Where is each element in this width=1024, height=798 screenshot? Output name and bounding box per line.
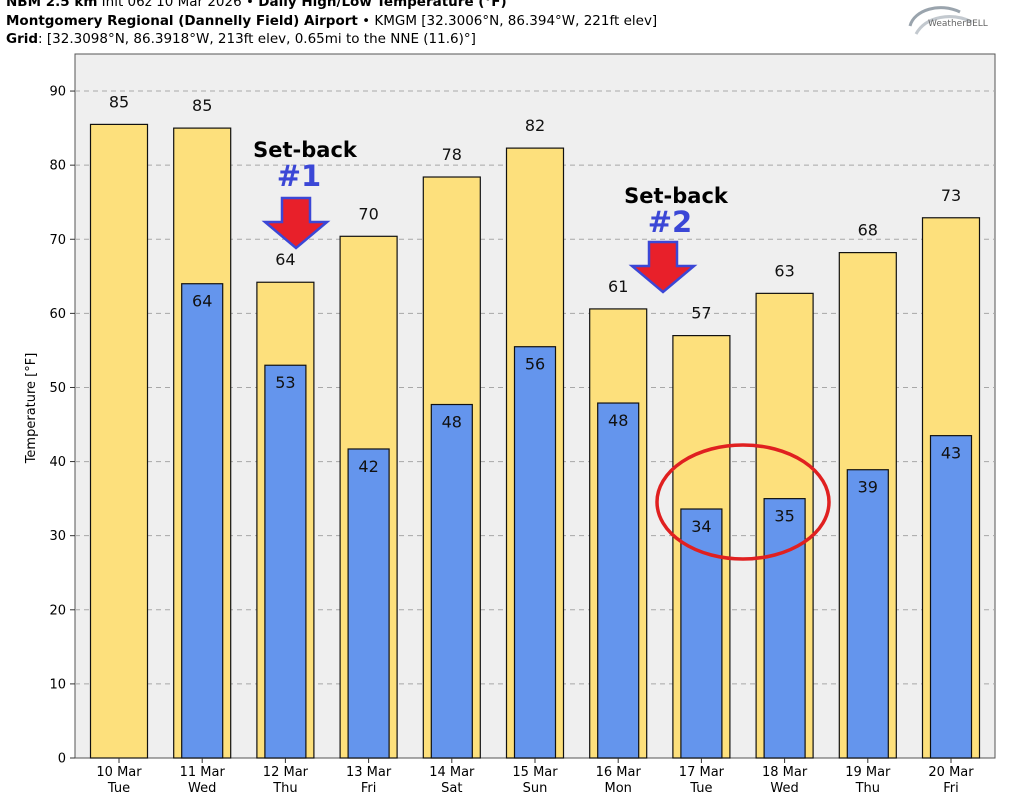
x-tick-day: Sat bbox=[441, 781, 462, 796]
setback-label: Set-back bbox=[253, 138, 358, 162]
x-tick-date: 17 Mar bbox=[679, 765, 725, 780]
low-value-label: 43 bbox=[941, 444, 961, 463]
x-tick-date: 20 Mar bbox=[928, 765, 974, 780]
x-tick-day: Thu bbox=[272, 781, 297, 796]
high-value-label: 85 bbox=[192, 96, 212, 115]
low-value-label: 56 bbox=[525, 355, 545, 374]
high-value-label: 63 bbox=[774, 261, 794, 280]
low-bar bbox=[929, 435, 973, 759]
x-tick-date: 12 Mar bbox=[263, 765, 309, 780]
x-tick-day: Sun bbox=[523, 781, 548, 796]
high-bar bbox=[89, 123, 149, 759]
low-bar bbox=[846, 469, 889, 759]
high-value-label: 68 bbox=[858, 221, 878, 240]
x-tick-date: 10 Mar bbox=[96, 765, 142, 780]
highlight-circle bbox=[655, 443, 831, 561]
low-value-label: 39 bbox=[858, 478, 878, 497]
station-detail: • KMGM [32.3006°N, 86.394°W, 221ft elev] bbox=[357, 13, 658, 29]
high-value-label: 82 bbox=[525, 116, 545, 135]
x-tick-day: Tue bbox=[107, 781, 130, 796]
red-down-arrow bbox=[261, 196, 331, 250]
y-tick-label: 20 bbox=[49, 603, 66, 618]
station-name: Montgomery Regional (Dannelly Field) Air… bbox=[6, 13, 358, 29]
y-tick-label: 50 bbox=[49, 381, 66, 396]
low-value-label: 35 bbox=[774, 507, 794, 526]
low-value-label: 53 bbox=[275, 373, 295, 392]
low-bar bbox=[430, 403, 473, 759]
low-bar bbox=[763, 498, 806, 759]
x-tick-day: Fri bbox=[361, 781, 377, 796]
x-tick-date: 13 Mar bbox=[346, 765, 392, 780]
grid-label: Grid bbox=[6, 31, 39, 47]
setback-number: #2 bbox=[648, 205, 692, 239]
x-tick-day: Wed bbox=[770, 781, 798, 796]
chart-header-line2: Montgomery Regional (Dannelly Field) Air… bbox=[6, 13, 657, 30]
grid-detail: : [32.3098°N, 86.3918°W, 213ft elev, 0.6… bbox=[38, 31, 476, 47]
weatherbell-logo: WeatherBELL bbox=[908, 6, 988, 35]
chart-header-line1: NBM 2.5 km Init 06z 10 Mar 2026 • Daily … bbox=[6, 0, 507, 11]
setback-number: #1 bbox=[277, 159, 321, 193]
model-name: NBM 2.5 km bbox=[6, 0, 98, 10]
low-value-label: 48 bbox=[608, 411, 628, 430]
chart-title: Daily High/Low Temperature (°F) bbox=[258, 0, 507, 10]
logo-text: WeatherBELL bbox=[928, 19, 988, 29]
x-tick-day: Wed bbox=[188, 781, 216, 796]
low-value-label: 34 bbox=[691, 517, 711, 536]
low-bar bbox=[181, 283, 224, 759]
high-value-label: 61 bbox=[608, 277, 628, 296]
low-value-label: 64 bbox=[192, 292, 212, 311]
red-down-arrow bbox=[628, 240, 698, 294]
x-tick-date: 19 Mar bbox=[845, 765, 891, 780]
low-bar bbox=[597, 402, 640, 759]
y-tick-label: 90 bbox=[49, 85, 66, 100]
init-time: Init 06z 10 Mar 2026 • bbox=[97, 0, 259, 10]
low-value-label: 48 bbox=[442, 413, 462, 432]
y-tick-label: 80 bbox=[49, 159, 66, 174]
high-value-label: 73 bbox=[941, 186, 961, 205]
y-tick-label: 30 bbox=[49, 529, 66, 544]
y-axis-ticks: 0 10 20 30 40 50 60 70 80 90 bbox=[49, 85, 75, 767]
high-value-label: 64 bbox=[275, 250, 295, 269]
y-tick-label: 70 bbox=[49, 233, 66, 248]
x-tick-date: 11 Mar bbox=[180, 765, 226, 780]
x-tick-day: Tue bbox=[689, 781, 712, 796]
y-tick-label: 10 bbox=[49, 677, 66, 692]
y-tick-label: 0 bbox=[58, 752, 66, 767]
x-tick-date: 16 Mar bbox=[596, 765, 642, 780]
x-tick-day: Thu bbox=[855, 781, 880, 796]
low-value-label: 42 bbox=[358, 457, 378, 476]
chart-header-line3: Grid: [32.3098°N, 86.3918°W, 213ft elev,… bbox=[6, 31, 476, 48]
high-value-label: 57 bbox=[691, 304, 711, 323]
low-bar bbox=[347, 448, 390, 759]
y-tick-label: 40 bbox=[49, 455, 66, 470]
x-tick-date: 18 Mar bbox=[762, 765, 808, 780]
x-tick-date: 14 Mar bbox=[429, 765, 475, 780]
x-tick-date: 15 Mar bbox=[512, 765, 558, 780]
y-tick-label: 60 bbox=[49, 307, 66, 322]
y-axis-label: Temperature [°F] bbox=[24, 353, 39, 465]
low-bars: 64 53 42 48 56 48 34 35 39 43 bbox=[181, 283, 973, 759]
low-bar bbox=[264, 364, 307, 759]
high-value-label: 70 bbox=[358, 204, 378, 223]
high-value-label: 85 bbox=[109, 92, 129, 111]
low-bar bbox=[513, 346, 557, 759]
setback-label: Set-back bbox=[624, 184, 729, 208]
high-value-label: 78 bbox=[442, 145, 462, 164]
x-tick-day: Mon bbox=[604, 781, 631, 796]
x-tick-day: Fri bbox=[943, 781, 959, 796]
